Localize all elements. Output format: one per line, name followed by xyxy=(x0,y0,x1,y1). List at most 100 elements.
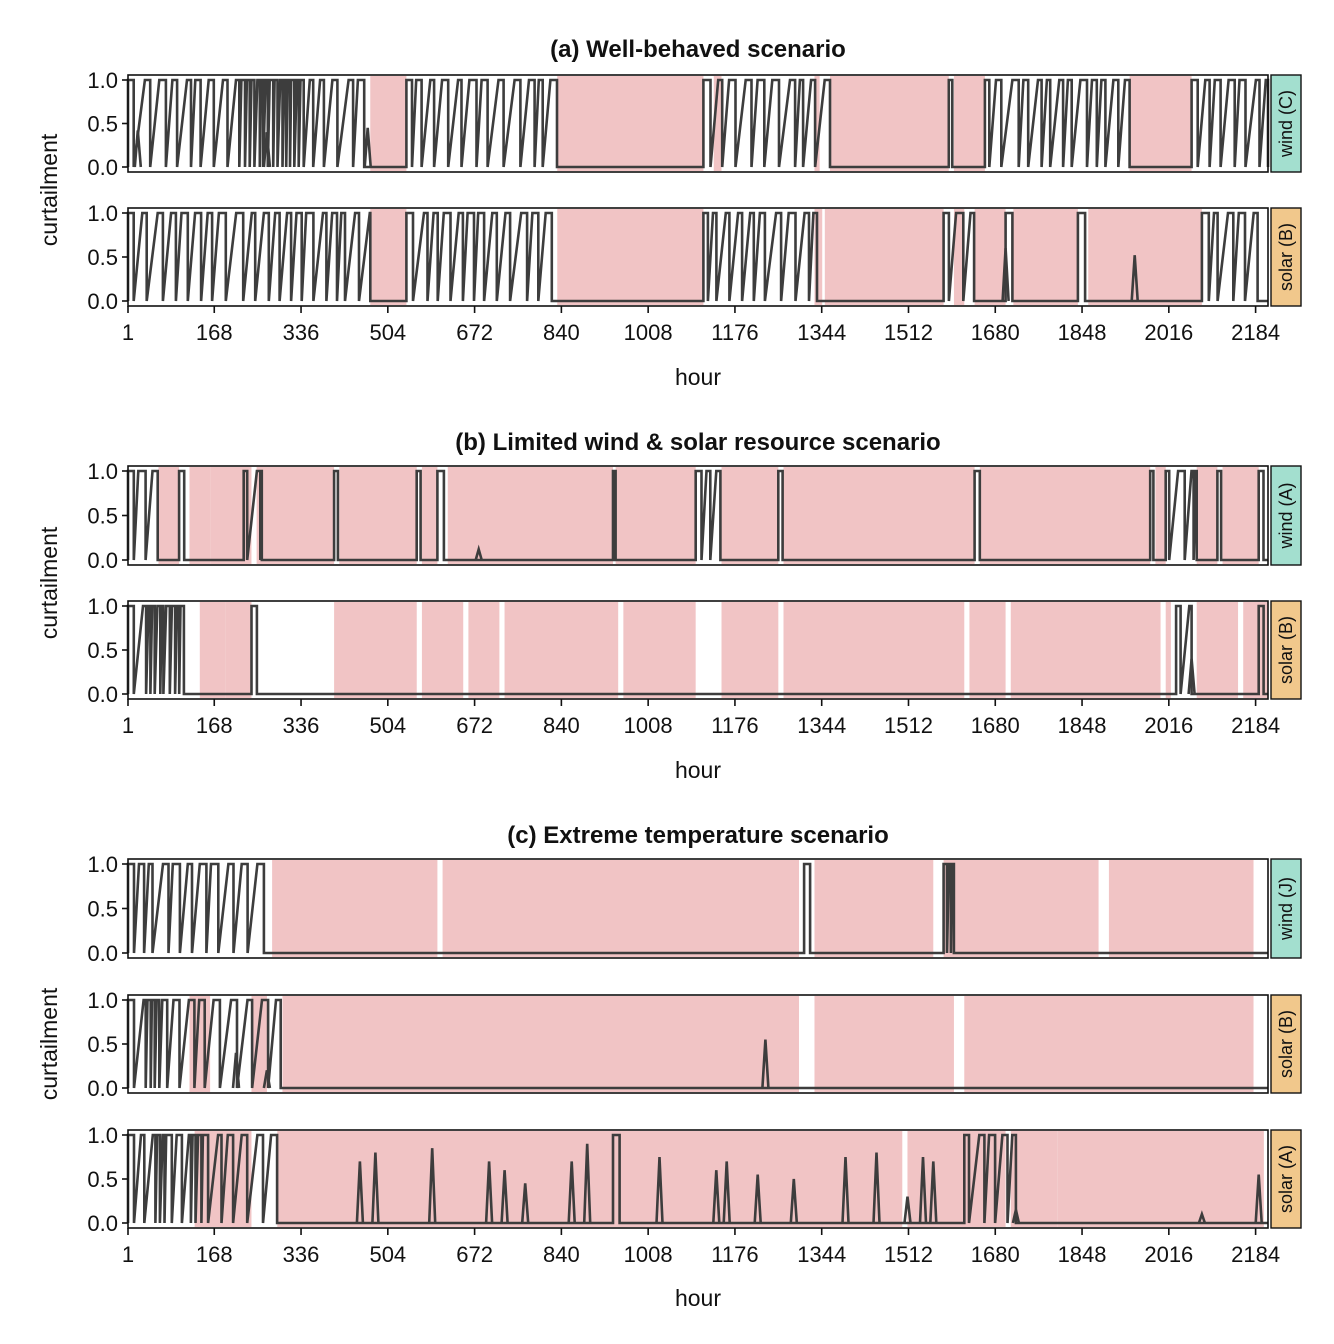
x-tick-label: 336 xyxy=(283,320,320,345)
chart-b-x-axis: 1 168 336 504 672 840 1008 1176 1344 1512 1680 1848… xyxy=(122,699,1280,738)
shaded-interval xyxy=(721,467,779,564)
x-tick-label: 1344 xyxy=(797,1242,846,1267)
shaded-interval xyxy=(504,602,619,698)
shaded-interval xyxy=(721,602,779,698)
panel-a-solar-b: 0.0 0.5 1.0 solar (B) xyxy=(87,201,1302,314)
curtailment-peak xyxy=(355,1161,365,1224)
shaded-interval xyxy=(814,209,823,305)
shaded-interval xyxy=(623,602,696,698)
panel-strip xyxy=(1270,994,1302,1094)
chart-a-x-axis: 1 168 336 504 672 840 1008 1176 1344 1512 1680 1848… xyxy=(122,306,1280,345)
y-tick-label: 1.0 xyxy=(87,988,118,1013)
curtailment-line xyxy=(126,604,1268,696)
x-tick-label: 168 xyxy=(196,1242,233,1267)
shaded-interval xyxy=(199,602,226,698)
panel-strip xyxy=(1270,858,1302,959)
x-tick-label: 1680 xyxy=(971,713,1020,738)
chart-c-title: (c) Extreme temperature scenario xyxy=(507,822,889,849)
curtailment-peak xyxy=(761,1039,770,1089)
curtailment-peak xyxy=(1254,1174,1263,1224)
x-tick-label: 1344 xyxy=(797,713,846,738)
panel-b-solar-b: 0.0 0.5 1.0 solar (B) xyxy=(87,594,1302,707)
shaded-interval xyxy=(1057,1131,1264,1227)
curtailment-peak xyxy=(1187,658,1196,695)
panel-strip-label: wind (J) xyxy=(1276,877,1296,941)
panel-c-solar-a: 0.0 0.5 1.0 solar (A) xyxy=(87,1123,1302,1236)
curtailment-peak xyxy=(427,1148,437,1224)
shaded-interval xyxy=(943,860,1099,957)
x-tick-label: 672 xyxy=(456,320,493,345)
curtailment-peak xyxy=(371,1152,380,1224)
shaded-interval xyxy=(557,76,704,171)
shaded-interval xyxy=(442,860,799,957)
panel-strip-label: solar (B) xyxy=(1276,1010,1296,1078)
shaded-interval xyxy=(272,860,438,957)
shaded-interval xyxy=(713,76,722,171)
curtailment-peak xyxy=(484,1161,494,1224)
y-tick-label: 0.0 xyxy=(87,289,118,314)
y-tick-label: 0.5 xyxy=(87,112,118,137)
chart-b-xlabel: hour xyxy=(675,757,721,783)
x-tick-label: 2016 xyxy=(1144,320,1193,345)
shaded-interval xyxy=(1108,860,1254,957)
shaded-interval xyxy=(824,209,944,305)
chart-a-xlabel: hour xyxy=(675,364,721,390)
curtailment-peak xyxy=(500,1170,509,1224)
curtailment-peak xyxy=(133,130,143,168)
y-tick-label: 0.0 xyxy=(87,682,118,707)
curtailment-peak xyxy=(1001,248,1010,302)
shaded-interval xyxy=(421,467,438,564)
shaded-interval xyxy=(189,467,211,564)
panel-strip xyxy=(1270,465,1302,566)
chart-c-ylabel: curtailment xyxy=(36,987,62,1100)
chart-b-title: (b) Limited wind & solar resource scenar… xyxy=(455,429,940,456)
x-tick-label: 1680 xyxy=(971,320,1020,345)
shaded-interval xyxy=(1088,209,1202,305)
y-tick-label: 0.5 xyxy=(87,897,118,922)
y-tick-label: 0.0 xyxy=(87,155,118,180)
x-tick-label: 1 xyxy=(122,320,134,345)
shaded-interval xyxy=(783,467,975,564)
panel-b-wind-a: 0.0 0.5 1.0 wind (A) xyxy=(87,459,1302,573)
shaded-interval xyxy=(814,860,934,957)
curtailment-line xyxy=(126,998,1268,1090)
y-tick-label: 0.5 xyxy=(87,1167,118,1192)
curtailment-peak xyxy=(841,1156,850,1224)
x-tick-label: 1 xyxy=(122,1242,134,1267)
shaded-interval xyxy=(557,209,704,305)
x-tick-label: 1848 xyxy=(1058,320,1107,345)
x-tick-label: 168 xyxy=(196,320,233,345)
chart-a-title: (a) Well-behaved scenario xyxy=(550,36,846,63)
curtailment-peak xyxy=(753,1174,762,1224)
x-tick-label: 1512 xyxy=(884,1242,933,1267)
curtailment-line xyxy=(126,862,1268,955)
shaded-interval xyxy=(225,602,252,698)
shaded-interval xyxy=(1129,76,1192,171)
x-tick-label: 1008 xyxy=(624,1242,673,1267)
x-tick-label: 336 xyxy=(283,1242,320,1267)
shaded-interval xyxy=(953,209,965,305)
y-tick-label: 0.5 xyxy=(87,504,118,529)
shaded-interval xyxy=(282,996,799,1092)
shaded-interval xyxy=(339,467,417,564)
y-tick-label: 1.0 xyxy=(87,68,118,93)
shaded-interval xyxy=(1196,602,1239,698)
x-tick-label: 1512 xyxy=(884,713,933,738)
shaded-interval xyxy=(615,467,696,564)
shaded-interval xyxy=(829,76,949,171)
shaded-interval xyxy=(814,996,954,1092)
curtailment-peak xyxy=(712,1170,721,1224)
x-tick-label: 1848 xyxy=(1058,1242,1107,1267)
curtailment-line xyxy=(126,1133,1268,1225)
panel-strip-label: solar (B) xyxy=(1276,223,1296,291)
curtailment-peak xyxy=(567,1161,576,1224)
x-tick-label: 1848 xyxy=(1058,713,1107,738)
y-tick-label: 0.0 xyxy=(87,1076,118,1101)
y-tick-label: 0.5 xyxy=(87,245,118,270)
curtailment-peak xyxy=(655,1156,664,1224)
panel-strip-label: wind (C) xyxy=(1276,90,1296,158)
x-tick-label: 2016 xyxy=(1144,713,1193,738)
x-tick-label: 1 xyxy=(122,713,134,738)
x-tick-label: 1008 xyxy=(624,320,673,345)
shaded-interval xyxy=(969,602,1006,698)
